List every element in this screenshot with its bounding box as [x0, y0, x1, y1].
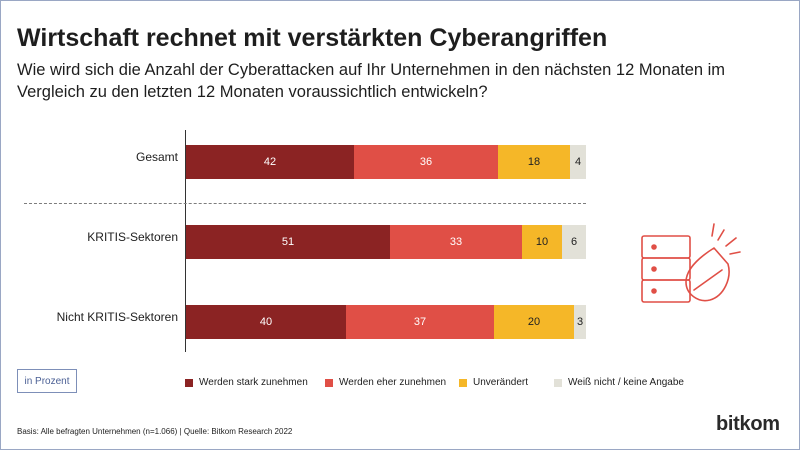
data-label-nicht-kritis-eher: 37 [413, 316, 427, 328]
legend-item-stark: Werden stark zunehmen [185, 377, 308, 388]
legend-swatch-stark [185, 378, 193, 387]
legend-label-weiss-nicht: Weiß nicht / keine Angabe [568, 377, 684, 388]
chart-subtitle: Wie wird sich die Anzahl der Cyberattack… [17, 61, 726, 101]
legend-label-stark: Werden stark zunehmen [199, 377, 308, 388]
category-label-gesamt: Gesamt [135, 150, 178, 164]
bar-segment-gesamt-stark: 42 [186, 145, 354, 179]
category-label-kritis: KRITIS-Sektoren [87, 230, 178, 244]
category-label-nicht-kritis: Nicht KRITIS-Sektoren [56, 310, 178, 324]
chart-title: Wirtschaft rechnet mit verstärkten Cyber… [17, 24, 608, 52]
bar-row-kritis: 51 33 10 6 [186, 225, 586, 259]
legend-swatch-weiss-nicht [554, 378, 562, 387]
category-axis-line [185, 130, 186, 352]
bar-segment-nicht-kritis-stark: 40 [186, 305, 346, 339]
data-label-gesamt-eher: 36 [419, 156, 433, 168]
legend-swatch-unveraendert [459, 378, 467, 387]
data-label-gesamt-stark: 42 [263, 156, 277, 168]
data-label-nicht-kritis-weiss-nicht: 3 [576, 316, 584, 328]
bar-segment-gesamt-eher: 36 [354, 145, 498, 179]
data-label-kritis-unveraendert: 10 [535, 236, 549, 248]
legend-item-weiss-nicht: Weiß nicht / keine Angabe [554, 377, 684, 388]
bar-segment-nicht-kritis-eher: 37 [346, 305, 494, 339]
server-attack-icon [641, 223, 741, 303]
legend-item-unveraendert: Unverändert [459, 377, 528, 388]
data-label-kritis-stark: 51 [281, 236, 295, 248]
data-label-gesamt-weiss-nicht: 4 [574, 156, 582, 168]
bar-segment-kritis-eher: 33 [390, 225, 522, 259]
bar-segment-kritis-weiss-nicht: 6 [562, 225, 586, 259]
data-label-nicht-kritis-stark: 40 [259, 316, 273, 328]
source-footnote: Basis: Alle befragten Unternehmen (n=1.0… [17, 427, 293, 436]
bar-row-nicht-kritis: 40 37 20 3 [186, 305, 586, 339]
legend-label-unveraendert: Unverändert [473, 377, 529, 388]
legend-item-eher: Werden eher zunehmen [325, 377, 446, 388]
group-divider [24, 203, 586, 204]
legend-label-eher: Werden eher zunehmen [339, 377, 447, 388]
bar-segment-nicht-kritis-weiss-nicht: 3 [574, 305, 586, 339]
bar-segment-kritis-unveraendert: 10 [522, 225, 562, 259]
bar-segment-gesamt-weiss-nicht: 4 [570, 145, 586, 179]
data-label-gesamt-unveraendert: 18 [527, 156, 541, 168]
bar-segment-kritis-stark: 51 [186, 225, 390, 259]
legend-swatch-eher [325, 378, 333, 387]
bar-segment-gesamt-unveraendert: 18 [498, 145, 570, 179]
bar-segment-nicht-kritis-unveraendert: 20 [494, 305, 574, 339]
unit-label-box: in Prozent [17, 369, 77, 393]
chart-legend: Werden stark zunehmen Werden eher zunehm… [0, 377, 800, 391]
data-label-kritis-eher: 33 [449, 236, 463, 248]
bar-row-gesamt: 42 36 18 4 [186, 145, 586, 179]
data-label-kritis-weiss-nicht: 6 [570, 236, 578, 248]
data-label-nicht-kritis-unveraendert: 20 [527, 316, 541, 328]
bitkom-logo: bitkom [716, 413, 780, 435]
